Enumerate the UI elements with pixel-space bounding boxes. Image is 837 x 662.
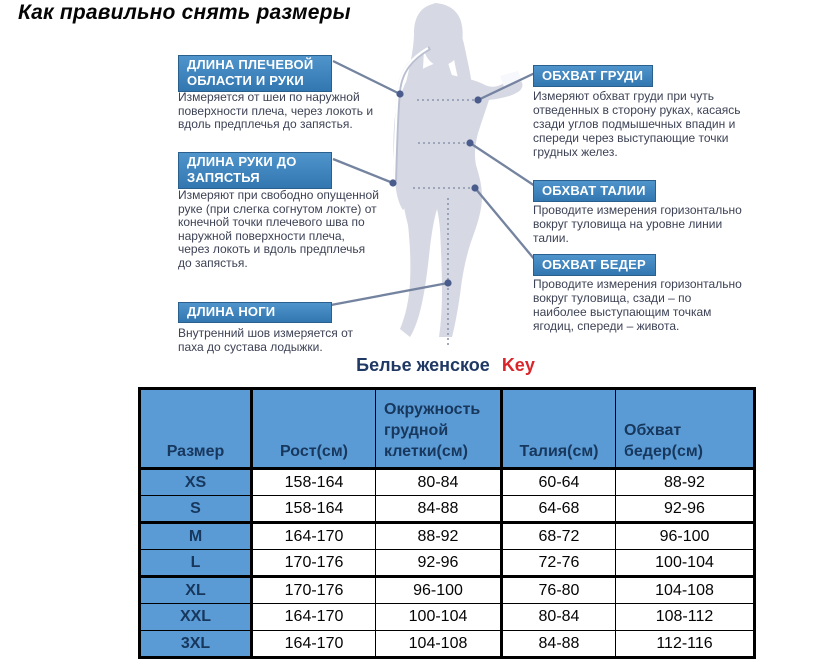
table-row: XS 158-164 80-84 60-64 88-92 [139,468,755,496]
value-cell: 112-116 [615,630,755,658]
label-arm-to-wrist-length: ДЛИНА РУКИ ДО ЗАПЯСТЬЯ [178,152,332,189]
table-title: Белье женское Key [138,355,753,376]
page-title: Как правильно снять размеры [18,1,351,24]
size-cell: M [139,522,253,550]
size-cell: XS [139,468,253,496]
value-cell: 84-88 [501,630,616,658]
size-cell: 3XL [139,630,253,658]
table-title-key: Key [501,355,535,375]
value-cell: 88-92 [375,522,503,550]
value-cell: 158-164 [251,495,376,524]
value-cell: 164-170 [251,522,376,550]
torso-and-legs [400,63,523,337]
value-cell: 108-112 [615,603,755,631]
desc-arm-to-wrist-length: Измеряют при свободно опущенной руке (пр… [178,188,379,270]
desc-leg-length: Внутренний шов измеряется от паха до сус… [178,326,354,354]
value-cell: 104-108 [375,630,503,658]
table-row: S 158-164 84-88 64-68 92-96 [139,495,755,524]
table-row: XL 170-176 96-100 76-80 104-108 [139,576,755,604]
size-cell: S [139,495,253,524]
value-cell: 164-170 [251,603,376,631]
size-cell: L [139,549,253,578]
value-cell: 100-104 [615,549,755,578]
desc-hip-girth: Проводите измерения горизонтально вокруг… [533,277,742,333]
table-row: L 170-176 92-96 72-76 100-104 [139,549,755,578]
value-cell: 60-64 [501,468,616,496]
size-cell: XXL [139,603,253,631]
desc-chest-girth: Измеряют обхват груди при чуть отведенны… [533,89,741,159]
value-cell: 80-84 [501,603,616,631]
desc-shoulder-arm-length: Измеряется от шеи по наружной поверхност… [178,90,374,132]
desc-waist-girth: Проводите измерения горизонтально вокруг… [533,203,742,245]
table-row: XXL 164-170 100-104 80-84 108-112 [139,603,755,631]
label-hip-girth: ОБХВАТ БЕДЕР [533,254,656,276]
label-shoulder-arm-length: ДЛИНА ПЛЕЧЕВОЙ ОБЛАСТИ И РУКИ [178,55,332,92]
value-cell: 164-170 [251,630,376,658]
value-cell: 158-164 [251,468,376,496]
header-hips: Обхват бедер(см) [615,388,755,470]
value-cell: 80-84 [375,468,503,496]
value-cell: 96-100 [615,522,755,550]
value-cell: 92-96 [375,549,503,578]
header-chest: Окружность грудной клетки(см) [375,388,503,470]
value-cell: 72-76 [501,549,616,578]
value-cell: 76-80 [501,576,616,604]
label-waist-girth: ОБХВАТ ТАЛИИ [533,180,656,202]
header-size: Размер [139,388,253,470]
value-cell: 92-96 [615,495,755,524]
body-silhouette [392,3,523,337]
value-cell: 100-104 [375,603,503,631]
value-cell: 104-108 [615,576,755,604]
size-table-body: XS 158-164 80-84 60-64 88-92 S 158-164 84-88 64-… [139,468,755,658]
table-title-text: Белье женское [356,355,490,375]
size-table: Размер Рост(см) Окружность грудной клетк… [138,387,756,659]
size-table-header: Размер Рост(см) Окружность грудной клетк… [139,388,755,470]
header-waist: Талия(см) [501,388,616,470]
label-chest-girth: ОБХВАТ ГРУДИ [533,65,654,87]
label-leg-length: ДЛИНА НОГИ [178,302,332,323]
value-cell: 170-176 [251,576,376,604]
silhouette-shape [393,3,523,337]
header-row: Размер Рост(см) Окружность грудной клетк… [139,388,755,470]
value-cell: 84-88 [375,495,503,524]
value-cell: 96-100 [375,576,503,604]
table-row: 3XL 164-170 104-108 84-88 112-116 [139,630,755,658]
size-cell: XL [139,576,253,604]
header-height: Рост(см) [251,388,376,470]
table-row: M 164-170 88-92 68-72 96-100 [139,522,755,550]
value-cell: 68-72 [501,522,616,550]
value-cell: 64-68 [501,495,616,524]
value-cell: 170-176 [251,549,376,578]
value-cell: 88-92 [615,468,755,496]
